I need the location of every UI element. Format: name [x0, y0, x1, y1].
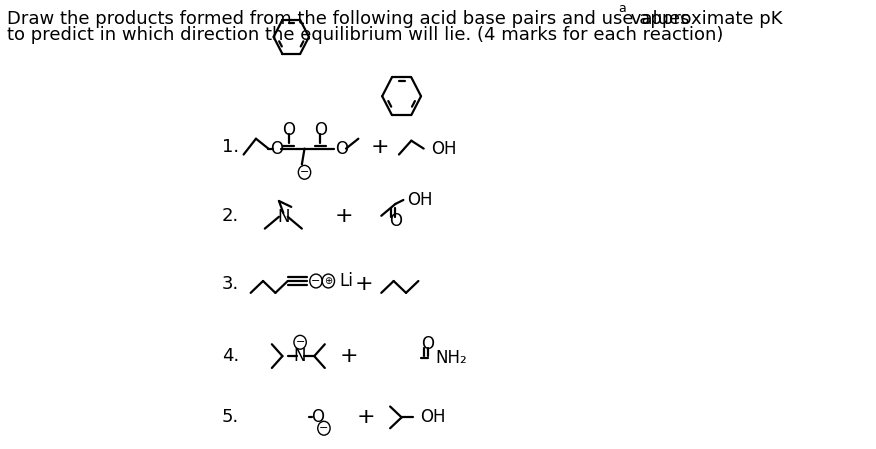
Text: N: N	[277, 208, 290, 226]
Text: values: values	[625, 10, 689, 28]
Text: ⊕: ⊕	[324, 276, 332, 286]
Text: −: −	[300, 167, 309, 177]
Text: −: −	[295, 337, 305, 347]
Text: +: +	[335, 206, 354, 226]
Text: OH: OH	[432, 140, 457, 158]
Text: +: +	[354, 274, 373, 294]
Text: Draw the products formed from the following acid base pairs and use approximate : Draw the products formed from the follow…	[7, 10, 782, 28]
Text: N: N	[293, 347, 307, 365]
Text: 3.: 3.	[222, 275, 239, 293]
Text: OH: OH	[420, 409, 446, 427]
Text: 2.: 2.	[222, 207, 239, 225]
Text: +: +	[339, 346, 358, 366]
Text: a: a	[618, 2, 626, 15]
Text: 1.: 1.	[223, 137, 239, 156]
Text: −: −	[311, 276, 321, 286]
Text: O: O	[311, 409, 324, 427]
Text: O: O	[314, 121, 327, 139]
Text: 5.: 5.	[222, 409, 239, 427]
Text: 4.: 4.	[222, 347, 239, 365]
Text: to predict in which direction the equilibrium will lie. (4 marks for each reacti: to predict in which direction the equili…	[7, 26, 724, 44]
Text: Li: Li	[339, 272, 353, 290]
Text: O: O	[389, 212, 402, 230]
Text: O: O	[270, 140, 283, 158]
Text: NH₂: NH₂	[435, 349, 467, 367]
Text: O: O	[282, 121, 295, 139]
Text: O: O	[421, 335, 434, 353]
Text: +: +	[357, 407, 376, 427]
Text: −: −	[319, 423, 328, 433]
Text: O: O	[336, 140, 348, 158]
Text: +: +	[371, 136, 389, 157]
Text: OH: OH	[406, 191, 433, 209]
